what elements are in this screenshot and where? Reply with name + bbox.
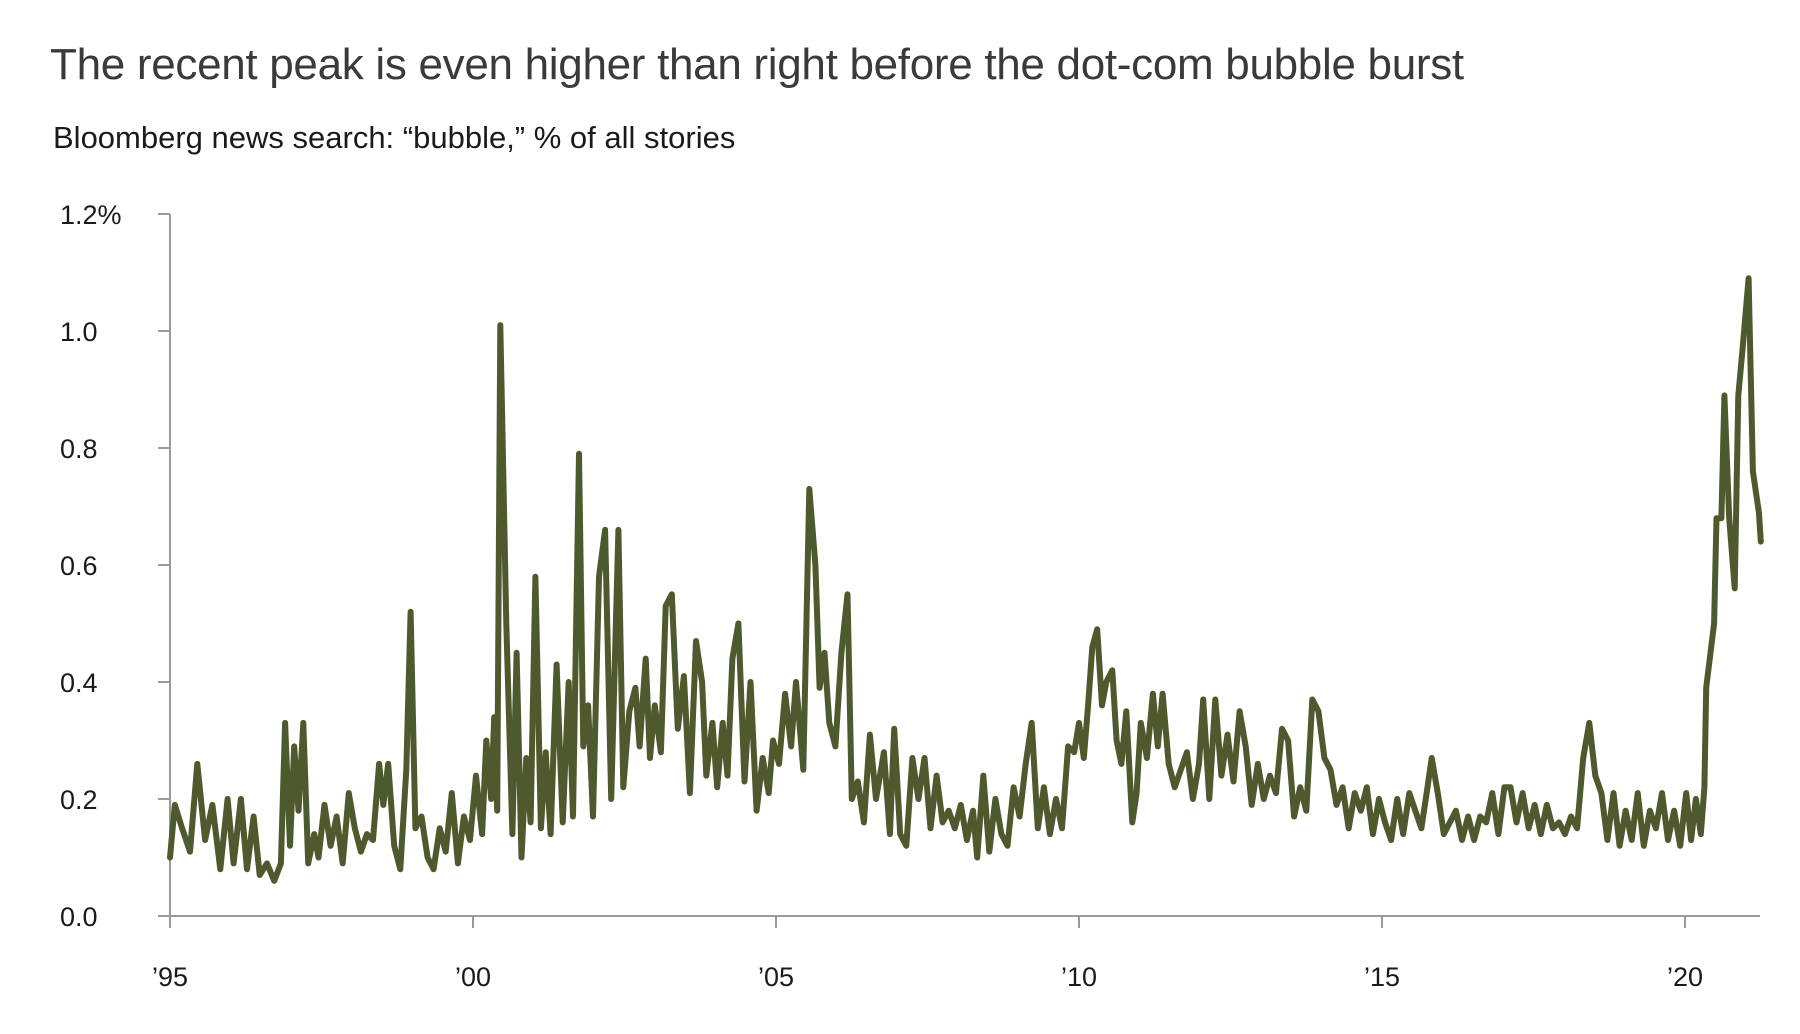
- y-tick-label: 0.0: [60, 902, 98, 932]
- chart-title: The recent peak is even higher than righ…: [50, 40, 1464, 89]
- y-tick-label: 0.4: [60, 668, 98, 698]
- chart-subtitle: Bloomberg news search: “bubble,” % of al…: [53, 120, 736, 155]
- chart-series: [167, 275, 1764, 884]
- x-tick-label: ’15: [1364, 962, 1400, 992]
- y-tick-label: 1.0: [60, 317, 98, 347]
- x-tick-label: ’05: [758, 962, 794, 992]
- series-line-0: [167, 275, 1764, 884]
- y-tick-label: 0.6: [60, 551, 98, 581]
- y-tick-label: 1.2%: [60, 200, 122, 230]
- y-tick-label: 0.2: [60, 785, 98, 815]
- chart-ticks: 0.0 0.2 0.4 0.6 0.8 1.0 1.2% ’95 ’00 ’05 ’10 ’15 ’20: [60, 200, 1703, 992]
- x-tick-label: ’10: [1061, 962, 1097, 992]
- x-tick-label: ’20: [1667, 962, 1703, 992]
- y-tick-label: 0.8: [60, 434, 98, 464]
- x-tick-label: ’95: [152, 962, 188, 992]
- x-tick-label: ’00: [455, 962, 491, 992]
